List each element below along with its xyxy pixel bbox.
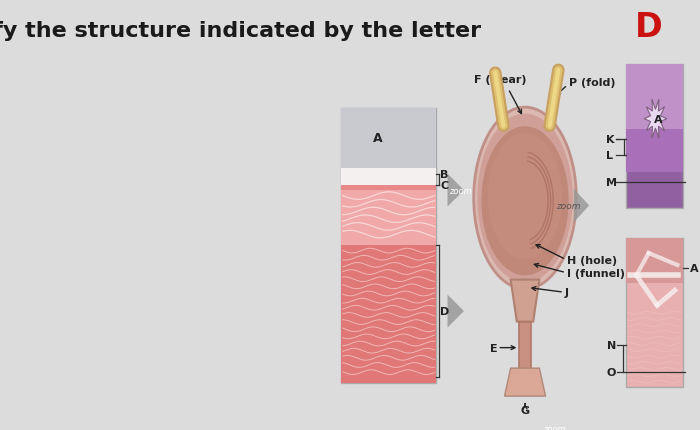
- Text: D: D: [440, 307, 449, 316]
- Bar: [626, 129, 682, 173]
- Text: D: D: [635, 11, 662, 44]
- Text: G: G: [520, 405, 530, 415]
- Text: H (hole): H (hole): [567, 255, 617, 265]
- Text: M: M: [606, 178, 617, 188]
- Text: I (funnel): I (funnel): [567, 268, 625, 278]
- Polygon shape: [644, 100, 666, 139]
- Polygon shape: [447, 174, 464, 207]
- Bar: [626, 64, 682, 129]
- Polygon shape: [510, 280, 540, 322]
- Bar: [342, 169, 436, 190]
- Bar: [342, 169, 436, 185]
- Bar: [342, 246, 436, 383]
- Bar: [626, 239, 682, 387]
- Text: C: C: [440, 180, 449, 190]
- Ellipse shape: [482, 127, 568, 276]
- Ellipse shape: [474, 108, 576, 289]
- Polygon shape: [447, 295, 464, 328]
- Bar: [626, 64, 682, 209]
- Bar: [342, 108, 436, 383]
- Text: zoom: zoom: [449, 186, 471, 195]
- Text: zoom: zoom: [543, 424, 566, 430]
- Bar: [626, 239, 682, 283]
- Polygon shape: [574, 189, 589, 223]
- Bar: [342, 108, 436, 169]
- Text: zoom: zoom: [556, 202, 581, 210]
- Ellipse shape: [488, 134, 562, 259]
- Text: A: A: [654, 114, 663, 124]
- Text: K: K: [606, 135, 614, 144]
- Text: N: N: [607, 341, 616, 351]
- Text: Identify the structure indicated by the letter: Identify the structure indicated by the …: [0, 21, 489, 41]
- Polygon shape: [505, 368, 545, 396]
- Bar: [519, 322, 531, 373]
- Text: E: E: [491, 343, 498, 353]
- Text: F (clear): F (clear): [474, 75, 526, 85]
- Text: O: O: [606, 368, 616, 378]
- Text: L: L: [606, 150, 612, 160]
- Polygon shape: [543, 412, 568, 430]
- Text: J: J: [565, 288, 569, 298]
- Text: P (fold): P (fold): [568, 78, 615, 88]
- Text: B: B: [440, 169, 449, 179]
- Text: A: A: [690, 263, 699, 273]
- Text: A: A: [372, 132, 382, 145]
- Bar: [342, 190, 436, 246]
- Ellipse shape: [477, 114, 573, 283]
